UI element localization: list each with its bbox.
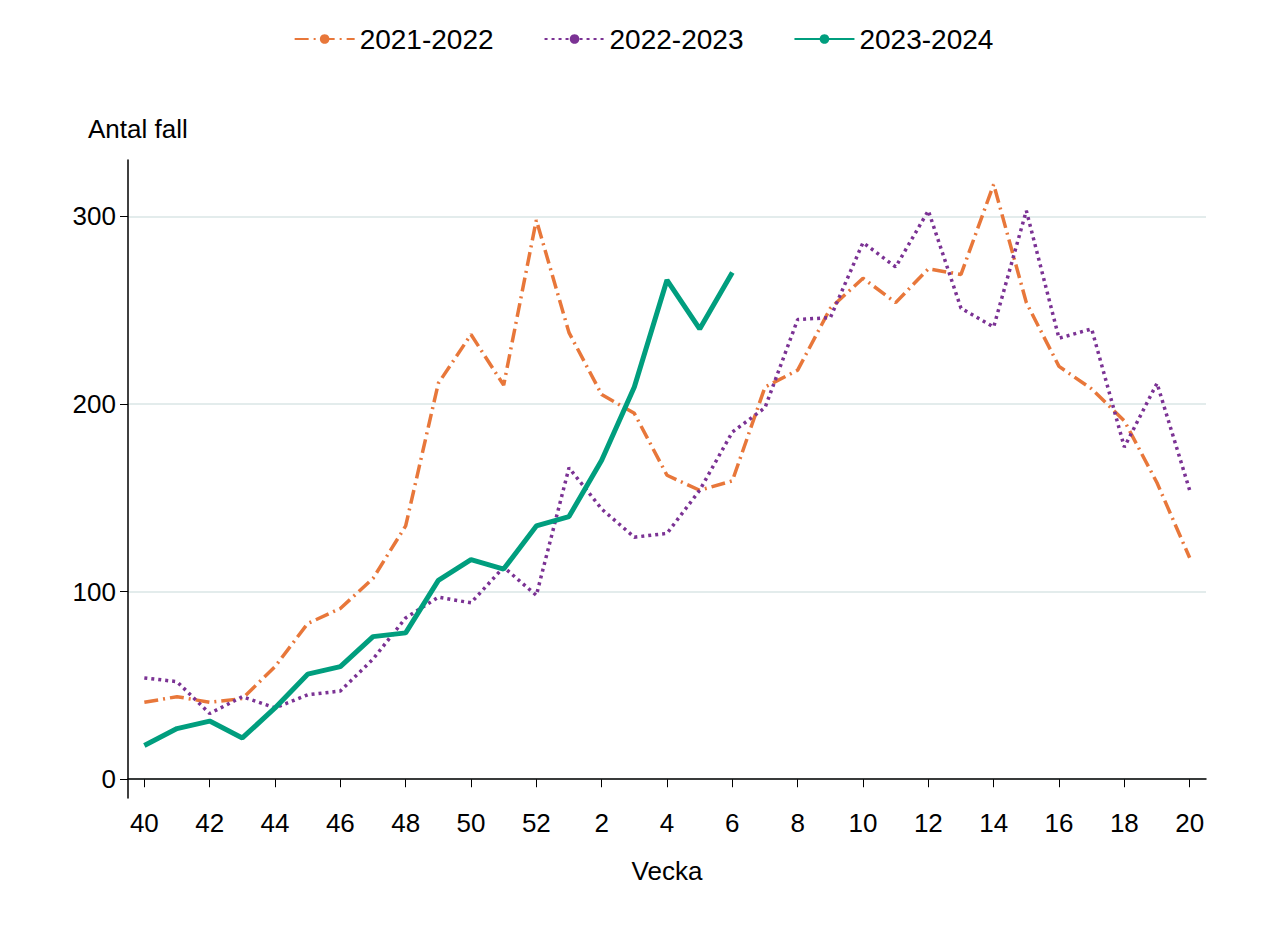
svg-text:52: 52	[522, 808, 551, 838]
svg-text:48: 48	[391, 808, 420, 838]
svg-text:46: 46	[326, 808, 355, 838]
svg-text:2022-2023: 2022-2023	[610, 24, 744, 55]
svg-text:42: 42	[195, 808, 224, 838]
svg-text:100: 100	[73, 577, 116, 607]
svg-text:200: 200	[73, 389, 116, 419]
svg-text:10: 10	[849, 808, 878, 838]
svg-text:16: 16	[1045, 808, 1074, 838]
svg-text:18: 18	[1110, 808, 1139, 838]
svg-text:2023-2024: 2023-2024	[859, 24, 993, 55]
svg-text:8: 8	[790, 808, 804, 838]
svg-text:14: 14	[979, 808, 1008, 838]
svg-text:Antal fall: Antal fall	[88, 114, 188, 144]
svg-text:4: 4	[660, 808, 674, 838]
svg-text:0: 0	[102, 764, 116, 794]
svg-text:40: 40	[130, 808, 159, 838]
svg-text:50: 50	[457, 808, 486, 838]
svg-text:6: 6	[725, 808, 739, 838]
svg-text:Vecka: Vecka	[632, 856, 703, 886]
svg-text:2021-2022: 2021-2022	[360, 24, 494, 55]
svg-text:300: 300	[73, 201, 116, 231]
svg-text:20: 20	[1175, 808, 1204, 838]
svg-text:44: 44	[261, 808, 290, 838]
svg-text:2: 2	[594, 808, 608, 838]
svg-text:12: 12	[914, 808, 943, 838]
